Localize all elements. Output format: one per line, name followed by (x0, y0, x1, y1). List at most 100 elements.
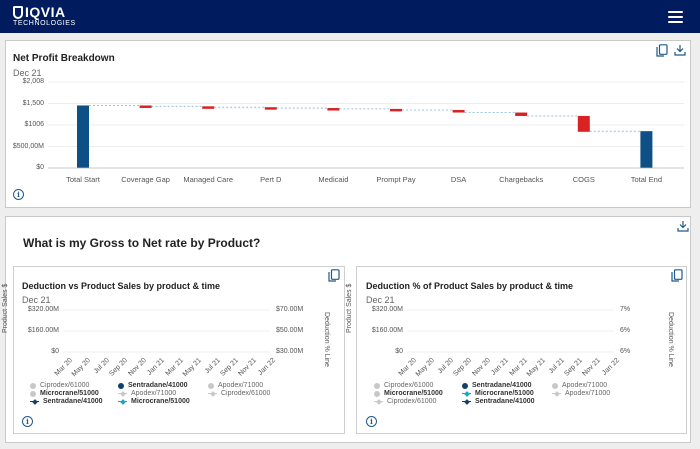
hamburger-menu-icon[interactable] (668, 11, 683, 23)
y-tick-label: $0 (36, 164, 44, 171)
y-tick-label: $1006 (24, 121, 44, 128)
logo-subtitle: TECHNOLOGIES (13, 20, 76, 27)
legend-item[interactable]: Microcrane/51000 (374, 390, 443, 397)
left-axis-tick: $160.00M (371, 327, 403, 334)
legend-item[interactable]: Microcrane/51000 (30, 390, 99, 397)
legend-item[interactable]: Sentradane/41000 (462, 398, 535, 405)
legend-line-icon (30, 399, 39, 405)
legend-label: Ciprodex/61000 (40, 382, 90, 389)
legend-label: Apodex/71000 (131, 390, 177, 397)
waterfall-bar[interactable] (515, 112, 528, 116)
download-icon[interactable] (674, 44, 686, 56)
legend-label: Microcrane/51000 (131, 398, 190, 405)
waterfall-bar[interactable] (202, 106, 215, 109)
info-icon[interactable]: i (13, 189, 24, 200)
legend-line-icon (374, 399, 383, 405)
waterfall-bar[interactable] (577, 115, 590, 132)
legend-dot-icon (118, 382, 124, 389)
deduction-pct-period: Dec 21 (366, 295, 395, 305)
legend-item[interactable]: Sentradane/41000 (30, 398, 103, 405)
left-axis-tick: $0 (51, 348, 59, 355)
legend-label: Apodex/71000 (562, 382, 608, 389)
x-category-label: COGS (572, 175, 595, 184)
waterfall-bar[interactable] (452, 109, 465, 113)
legend-item[interactable]: Ciprodex/61000 (374, 398, 436, 405)
logo-shield-icon (13, 5, 23, 19)
legend-dot-icon (30, 382, 36, 389)
legend-dot-icon (552, 382, 558, 389)
y-tick-label: $1,500 (22, 99, 44, 107)
download-icon[interactable] (677, 220, 689, 232)
right-axis-tick: 7% (620, 306, 631, 313)
left-axis-tick: $0 (395, 348, 403, 355)
right-axis-tick: $30.00M (276, 348, 304, 355)
legend-item[interactable]: Microcrane/51000 (462, 390, 534, 397)
legend-label: Microcrane/51000 (475, 390, 534, 397)
legend-dot-icon (30, 390, 36, 397)
waterfall-bar[interactable] (264, 107, 277, 110)
x-category-label: Pert D (260, 175, 282, 184)
y-tick-label: $2,008 (22, 78, 44, 85)
x-category-label: DSA (450, 175, 467, 184)
copy-icon[interactable] (328, 269, 340, 282)
legend-label: Apodex/71000 (218, 382, 264, 389)
waterfall-bar[interactable] (390, 108, 402, 112)
legend-item[interactable]: Ciprodex/61000 (374, 382, 433, 389)
legend-label: Ciprodex/61000 (387, 398, 437, 405)
right-axis-tick: 6% (620, 348, 631, 355)
top-bar: IQVIA TECHNOLOGIES (0, 0, 700, 33)
iqvia-logo[interactable]: IQVIA TECHNOLOGIES (13, 5, 76, 28)
deduction-pct-card (356, 266, 687, 434)
legend-item[interactable]: Apodex/71000 (118, 390, 176, 397)
legend-line-icon (462, 391, 471, 397)
gross-to-net-heading: What is my Gross to Net rate by Product? (23, 236, 261, 250)
x-category-label: Chargebacks (499, 175, 544, 184)
legend-label: Sentradane/41000 (475, 398, 535, 405)
waterfall-bar[interactable] (77, 105, 89, 168)
net-profit-title: Net Profit Breakdown (13, 53, 115, 64)
legend-label: Ciprodex/61000 (384, 382, 434, 389)
info-icon[interactable]: i (366, 416, 377, 427)
waterfall-bar[interactable] (327, 108, 340, 111)
x-category-label: Prompt Pay (376, 175, 416, 184)
info-icon[interactable]: i (22, 416, 33, 427)
x-category-label: Medicaid (318, 175, 349, 184)
legend-item[interactable]: Sentradane/41000 (462, 382, 532, 389)
right-axis-tick: $50.00M (276, 327, 304, 334)
legend-line-icon (552, 391, 561, 397)
copy-icon[interactable] (671, 269, 683, 282)
left-axis-tick: $160.00M (27, 327, 59, 334)
x-category-label: Total Start (66, 175, 100, 184)
legend-dot-icon (374, 390, 380, 397)
x-category-label: Managed Care (183, 175, 233, 184)
legend-item[interactable]: Ciprodex/61000 (208, 390, 270, 397)
legend-line-icon (208, 391, 217, 397)
left-axis-label: Product Sales $ (346, 283, 353, 333)
waterfall-bar[interactable] (640, 131, 653, 168)
copy-icon[interactable] (656, 44, 668, 57)
y-tick-label: $500,00M (12, 142, 44, 150)
legend-label: Sentradane/41000 (128, 382, 188, 389)
legend-item[interactable]: Apodex/71000 (552, 390, 610, 397)
waterfall-bar[interactable] (139, 105, 152, 108)
legend-label: Microcrane/51000 (384, 390, 443, 397)
x-category-label: Coverage Gap (121, 175, 170, 184)
legend-line-icon (118, 399, 127, 405)
logo-wordmark: IQVIA (25, 4, 66, 20)
left-axis-tick: $320.00M (371, 306, 403, 313)
legend-item[interactable]: Microcrane/51000 (118, 398, 190, 405)
deduction-vs-sales-period: Dec 21 (22, 295, 51, 305)
legend-dot-icon (208, 382, 214, 389)
right-axis-tick: $70.00M (276, 306, 304, 313)
legend-item[interactable]: Apodex/71000 (208, 382, 263, 389)
net-profit-card (5, 40, 691, 208)
left-axis-tick: $320.00M (27, 306, 59, 313)
right-axis-tick: 6% (620, 327, 631, 334)
legend-item[interactable]: Sentradane/41000 (118, 382, 188, 389)
legend-item[interactable]: Apodex/71000 (552, 382, 607, 389)
right-axis-label: Deduction % Line (667, 312, 674, 367)
legend-item[interactable]: Ciprodex/61000 (30, 382, 89, 389)
legend-label: Sentradane/41000 (472, 382, 532, 389)
legend-label: Sentradane/41000 (43, 398, 103, 405)
